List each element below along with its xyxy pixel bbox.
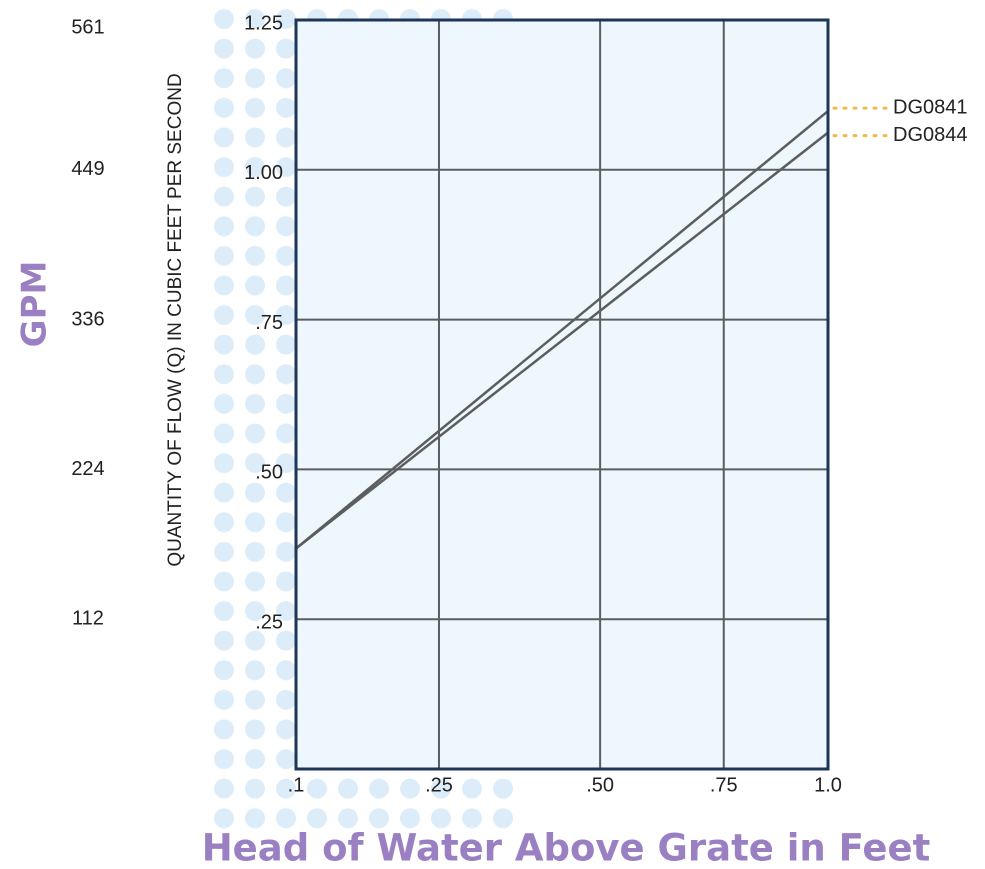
- legend-label: DG0844: [893, 124, 968, 146]
- y2-tick-label: 561: [71, 16, 104, 38]
- x-tick-label: .50: [586, 774, 614, 796]
- y2-tick-label: 224: [71, 458, 104, 480]
- y-axis-label: QUANTITY OF FLOW (Q) IN CUBIC FEET PER S…: [165, 73, 186, 566]
- y-tick-label: .50: [255, 462, 283, 484]
- chart: QUANTITY OF FLOW (Q) IN CUBIC FEET PER S…: [0, 0, 985, 869]
- x-tick-label: .25: [425, 774, 453, 796]
- y-tick-label: 1.00: [244, 162, 283, 184]
- x-tick-label: .75: [710, 774, 738, 796]
- decoration: [296, 769, 516, 834]
- decoration: [209, 4, 296, 834]
- y-tick-label: .75: [255, 312, 283, 334]
- decoration: [296, 4, 516, 20]
- y2-tick-label: 336: [71, 309, 104, 331]
- y2-tick-label: 449: [71, 158, 104, 180]
- y2-tick-label: 112: [72, 608, 104, 630]
- y-tick-label: .25: [255, 611, 283, 633]
- x-tick-label: .1: [288, 774, 305, 796]
- x-tick-label: 1.0: [814, 774, 842, 796]
- legend-label: DG0841: [893, 96, 968, 118]
- x-axis-label: Head of Water Above Grate in Feet: [202, 827, 931, 869]
- y2-axis-label: GPM: [15, 261, 55, 348]
- y-tick-label: 1.25: [244, 12, 283, 34]
- plot-area: [296, 20, 828, 769]
